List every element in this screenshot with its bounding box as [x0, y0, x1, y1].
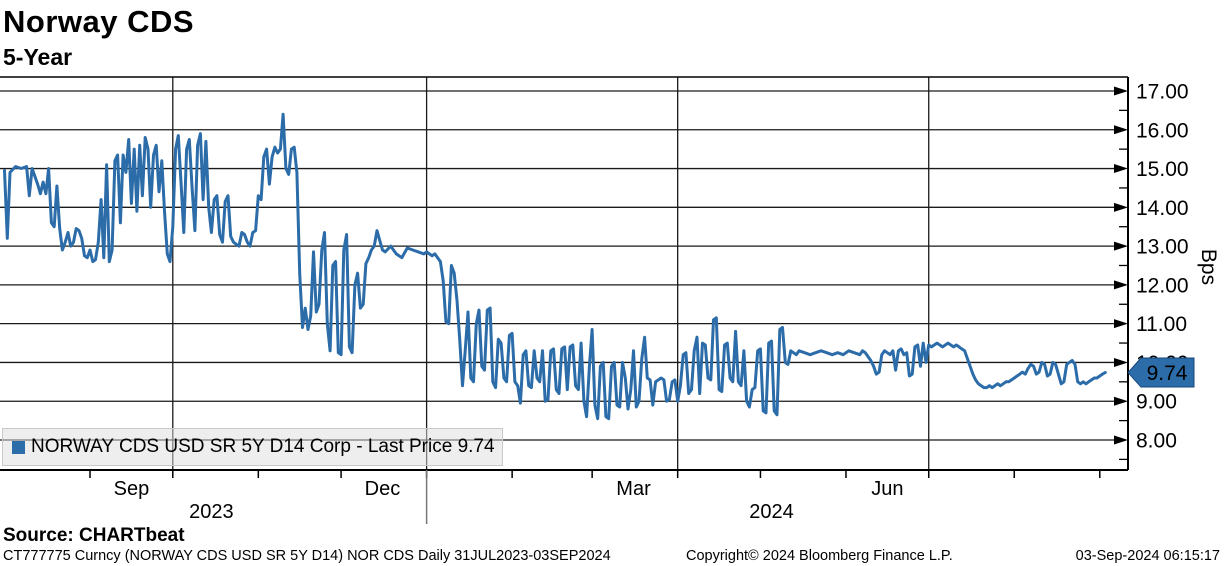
- y-tick-label: 8.00: [1136, 430, 1177, 453]
- price-line-series: [3, 112, 1107, 421]
- axis-arrow-icon: [1114, 125, 1128, 135]
- x-month-label: Jun: [871, 478, 903, 500]
- axis-arrow-icon: [1114, 357, 1128, 367]
- y-tick-label: 15.00: [1136, 158, 1189, 181]
- chart-title: Norway CDS: [3, 4, 195, 39]
- x-month-label: Mar: [616, 478, 651, 500]
- legend-series-swatch-icon: [12, 440, 25, 454]
- footer-timestamp: 03-Sep-2024 06:15:17: [1075, 548, 1220, 564]
- x-year-label: 2023: [189, 501, 234, 523]
- y-tick-label: 13.00: [1136, 236, 1189, 259]
- footer-copyright: Copyright© 2024 Bloomberg Finance L.P.: [686, 548, 953, 564]
- axis-arrow-icon: [1114, 164, 1128, 174]
- y-tick-label: 14.00: [1136, 197, 1189, 220]
- chart-subtitle: 5-Year: [3, 44, 73, 70]
- legend-label: NORWAY CDS USD SR 5Y D14 Corp - Last Pri…: [31, 436, 495, 457]
- axis-arrow-icon: [1114, 396, 1128, 406]
- footer-ticker-info: CT777775 Curncy (NORWAY CDS USD SR 5Y D1…: [3, 548, 611, 564]
- y-tick-label: 9.00: [1136, 391, 1177, 414]
- axis-arrow-icon: [1114, 86, 1128, 96]
- last-price-badge: [1127, 357, 1195, 388]
- y-tick-label: 17.00: [1136, 80, 1189, 103]
- x-month-label: Dec: [365, 478, 401, 500]
- y-tick-label: 16.00: [1136, 119, 1189, 142]
- axis-arrow-icon: [1114, 319, 1128, 329]
- footer: CT777775 Curncy (NORWAY CDS USD SR 5Y D1…: [0, 548, 1224, 566]
- y-axis-title: Bps: [1197, 249, 1220, 285]
- x-year-label: 2024: [749, 501, 794, 523]
- axis-arrow-icon: [1114, 202, 1128, 212]
- source-note: Source: CHARTbeat: [3, 525, 185, 546]
- axis-arrow-icon: [1114, 280, 1128, 290]
- y-tick-label: 12.00: [1136, 274, 1189, 297]
- x-month-label: Sep: [114, 478, 150, 500]
- axis-arrow-icon: [1114, 435, 1128, 445]
- legend: NORWAY CDS USD SR 5Y D14 Corp - Last Pri…: [2, 428, 503, 466]
- axis-arrow-icon: [1114, 241, 1128, 251]
- last-price-badge-label: 9.74: [1147, 362, 1188, 385]
- y-tick-label: 11.00: [1136, 313, 1187, 336]
